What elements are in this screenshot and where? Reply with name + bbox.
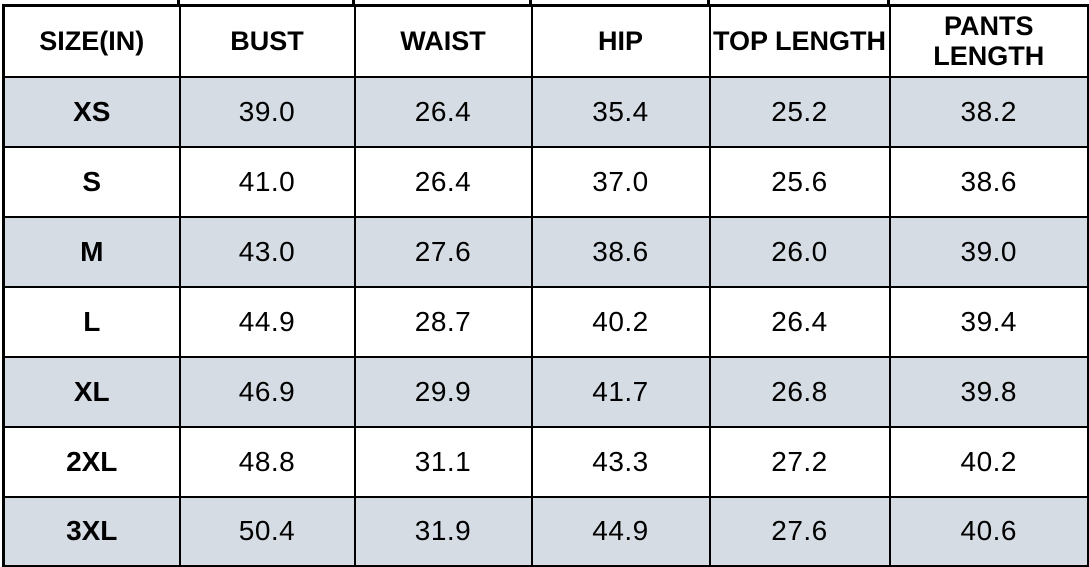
measurement-value: 38.6	[888, 145, 1089, 218]
measurement-value: 41.7	[530, 355, 711, 428]
size-label: 3XL	[2, 495, 181, 567]
measurement-value: 31.9	[353, 495, 533, 567]
column-header-pants-length: PANTS LENGTH	[888, 4, 1089, 78]
measurement-value: 29.9	[353, 355, 533, 428]
column-header-bust: BUST	[178, 4, 356, 78]
header-row: SIZE(IN) BUST WAIST HIP TOP LENGTH PANTS LENG…	[2, 4, 1089, 78]
measurement-value: 50.4	[178, 495, 356, 567]
measurement-value: 25.2	[708, 75, 891, 148]
measurement-value: 35.4	[530, 75, 711, 148]
measurement-value: 48.8	[178, 425, 356, 498]
measurement-value: 39.8	[888, 355, 1089, 428]
measurement-value: 37.0	[530, 145, 711, 218]
measurement-value: 40.6	[888, 495, 1089, 567]
column-header-waist: WAIST	[353, 4, 533, 78]
cropped-gridline-tick	[707, 0, 710, 5]
measurement-value: 40.2	[888, 425, 1089, 498]
measurement-value: 44.9	[178, 285, 356, 358]
measurement-value: 25.6	[708, 145, 891, 218]
measurement-value: 43.3	[530, 425, 711, 498]
column-header-top-length: TOP LENGTH	[708, 4, 891, 78]
table-row-s: S 41.0 26.4 37.0 25.6 38.6	[2, 145, 1089, 218]
table-row-l: L 44.9 28.7 40.2 26.4 39.4	[2, 285, 1089, 358]
measurement-value: 31.1	[353, 425, 533, 498]
measurement-value: 39.4	[888, 285, 1089, 358]
size-label: S	[2, 145, 181, 218]
size-label: 2XL	[2, 425, 181, 498]
cropped-gridline-tick	[352, 0, 355, 5]
measurement-value: 40.2	[530, 285, 711, 358]
size-label: XL	[2, 355, 181, 428]
measurement-value: 27.2	[708, 425, 891, 498]
table-row-m: M 43.0 27.6 38.6 26.0 39.0	[2, 215, 1089, 288]
cropped-gridline-tick	[177, 0, 180, 5]
table-row-xl: XL 46.9 29.9 41.7 26.8 39.8	[2, 355, 1089, 428]
size-label: XS	[2, 75, 181, 148]
measurement-value: 39.0	[888, 215, 1089, 288]
measurement-value: 26.4	[708, 285, 891, 358]
column-header-size-in: SIZE(IN)	[2, 4, 181, 78]
column-header-hip: HIP	[530, 4, 711, 78]
measurement-value: 41.0	[178, 145, 356, 218]
measurement-value: 27.6	[353, 215, 533, 288]
measurement-value: 26.0	[708, 215, 891, 288]
table-header: SIZE(IN) BUST WAIST HIP TOP LENGTH PANTS LENG…	[2, 4, 1089, 78]
size-chart-table: SIZE(IN) BUST WAIST HIP TOP LENGTH PANTS LENG…	[2, 4, 1089, 567]
measurement-value: 27.6	[708, 495, 891, 567]
measurement-value: 38.2	[888, 75, 1089, 148]
size-label: L	[2, 285, 181, 358]
cropped-gridline-tick	[887, 0, 890, 5]
measurement-value: 26.4	[353, 75, 533, 148]
cropped-gridline-tick	[529, 0, 532, 5]
measurement-value: 46.9	[178, 355, 356, 428]
measurement-value: 43.0	[178, 215, 356, 288]
table-body: XS 39.0 26.4 35.4 25.2 38.2 S 41.0 26.4 37.0 25.6 3…	[2, 75, 1089, 567]
measurement-value: 44.9	[530, 495, 711, 567]
table-row-xs: XS 39.0 26.4 35.4 25.2 38.2	[2, 75, 1089, 148]
table-row-2xl: 2XL 48.8 31.1 43.3 27.2 40.2	[2, 425, 1089, 498]
measurement-value: 26.4	[353, 145, 533, 218]
measurement-value: 28.7	[353, 285, 533, 358]
measurement-value: 26.8	[708, 355, 891, 428]
size-label: M	[2, 215, 181, 288]
table-row-3xl: 3XL 50.4 31.9 44.9 27.6 40.6	[2, 495, 1089, 567]
measurement-value: 38.6	[530, 215, 711, 288]
measurement-value: 39.0	[178, 75, 356, 148]
